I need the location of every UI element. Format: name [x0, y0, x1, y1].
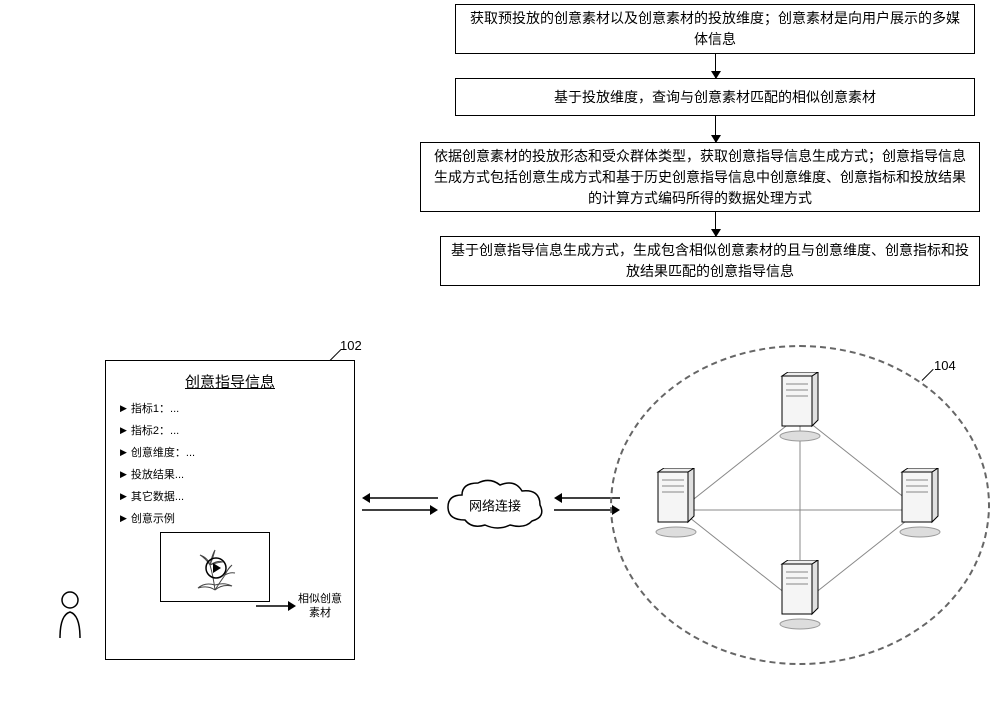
flow-arrow-1	[715, 54, 716, 78]
thumb-arrow	[256, 600, 296, 612]
panel-item-6: 创意示例	[120, 510, 340, 526]
user-icon	[55, 590, 85, 640]
side-label: 相似创意 素材	[298, 592, 342, 621]
panel-item-1: 指标1：...	[120, 400, 340, 416]
panel-item-2: 指标2：...	[120, 422, 340, 438]
flow-box-4: 基于创意指导信息生成方式，生成包含相似创意素材的且与创意维度、创意指标和投放结果…	[440, 236, 980, 286]
thumbnail	[160, 532, 270, 602]
cloud-label: 网络连接	[469, 496, 521, 515]
panel-title: 创意指导信息	[120, 371, 340, 392]
server-top	[776, 372, 824, 444]
server-bottom	[776, 560, 824, 632]
ref-label-102: 102	[340, 338, 362, 353]
panel-item-5: 其它数据...	[120, 488, 340, 504]
flow-box-3: 依据创意素材的投放形态和受众群体类型，获取创意指导信息生成方式；创意指导信息生成…	[420, 142, 980, 212]
server-left	[652, 468, 700, 540]
cloud-icon: 网络连接	[440, 475, 550, 535]
panel-item-3: 创意维度：...	[120, 444, 340, 460]
flow-box-2: 基于投放维度，查询与创意素材匹配的相似创意素材	[455, 78, 975, 116]
net-arrow-left	[360, 490, 440, 520]
flow-arrow-2	[715, 116, 716, 142]
server-right	[896, 468, 944, 540]
play-icon	[205, 557, 227, 579]
flow-box-1: 获取预投放的创意素材以及创意素材的投放维度；创意素材是向用户展示的多媒体信息	[455, 4, 975, 54]
flow-arrow-3	[715, 212, 716, 236]
panel-item-4: 投放结果...	[120, 466, 340, 482]
